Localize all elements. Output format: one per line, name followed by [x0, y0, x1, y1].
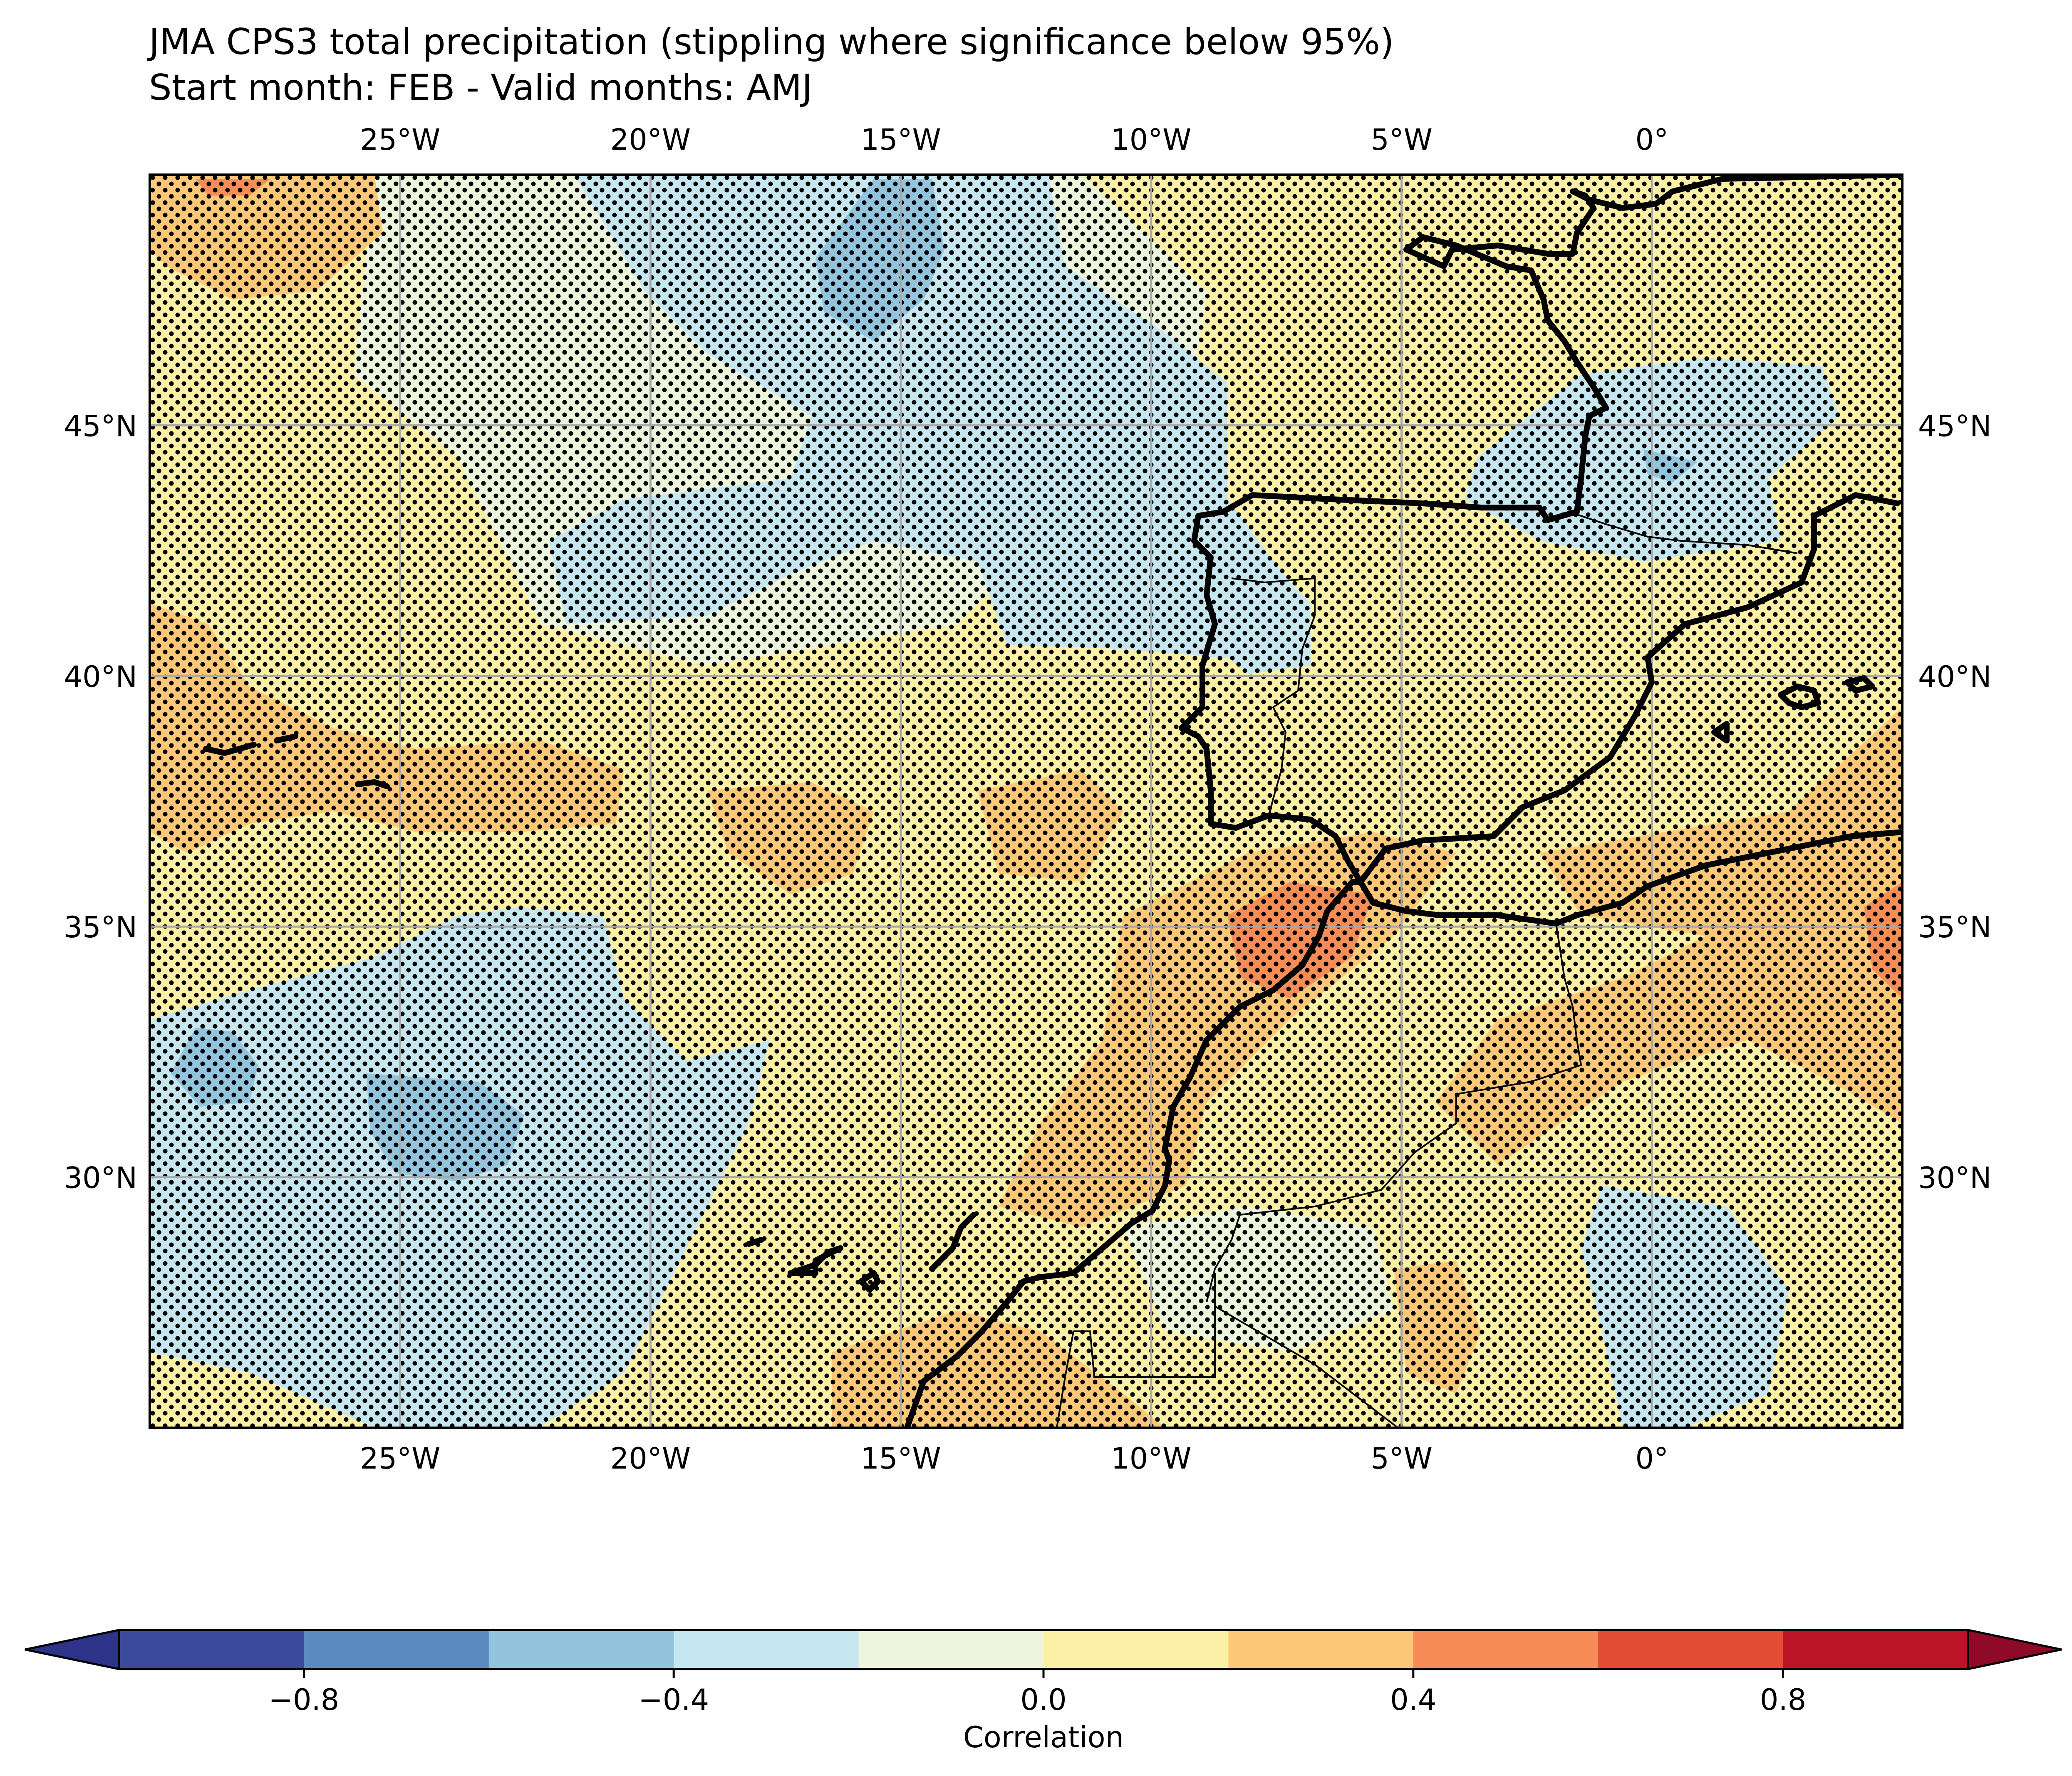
island-azores-2 — [274, 733, 298, 743]
coastline-north-africa — [904, 829, 1902, 1428]
map-frame — [149, 173, 1903, 1429]
lon-label-bottom-5w: 5°W — [1371, 1442, 1433, 1476]
significance-stippling — [150, 175, 1902, 1428]
island-canary-3 — [858, 1270, 881, 1293]
colorbar-tick-label-neg04: −0.4 — [638, 1683, 709, 1717]
colorbar-cell-0 — [119, 1630, 304, 1669]
colorbar-cell-8 — [1598, 1630, 1784, 1669]
colorbar: −0.8 −0.4 0.0 0.4 0.8 Correlation — [25, 1628, 2062, 1754]
coastline-iberia — [1179, 492, 1900, 885]
colorbar-cell-7 — [1413, 1630, 1599, 1669]
lon-label-top-15w: 15°W — [860, 123, 941, 157]
coastline-france — [1403, 175, 1902, 523]
lon-label-bottom-10w: 10°W — [1111, 1442, 1191, 1476]
lon-label-bottom-25w: 25°W — [360, 1442, 440, 1476]
graticule — [150, 175, 1902, 1428]
colorbar-tick-label-04: 0.4 — [1390, 1683, 1436, 1717]
colorbar-cell-5 — [1043, 1630, 1229, 1669]
border-algeria-mauritania — [1214, 1305, 1399, 1428]
colorbar-tick-label-0: 0.0 — [1020, 1683, 1066, 1717]
colorbar-cell-1 — [304, 1630, 489, 1669]
island-balearic-3 — [1844, 675, 1875, 694]
island-canary-1 — [746, 1237, 764, 1247]
lon-label-bottom-0: 0° — [1636, 1442, 1669, 1476]
border-western-sahara — [1056, 1273, 1216, 1428]
colorbar-cell-9 — [1783, 1630, 1968, 1669]
colorbar-tick-label-neg08: −0.8 — [268, 1683, 339, 1717]
country-borders — [1056, 511, 1798, 1428]
lon-label-bottom-20w: 20°W — [610, 1442, 691, 1476]
colorbar-cell-6 — [1228, 1630, 1414, 1669]
border-morocco-algeria — [1206, 923, 1582, 1303]
lat-label-right-30n: 30°N — [1918, 1161, 1991, 1195]
island-madeira — [355, 779, 390, 789]
title-line-2: Start month: FEB - Valid months: AMJ — [149, 67, 813, 109]
lon-label-top-0: 0° — [1636, 123, 1669, 157]
map-panel — [150, 175, 1902, 1428]
island-balearic-1 — [1778, 684, 1821, 710]
lat-label-left-40n: 40°N — [64, 660, 137, 694]
lat-label-right-45n: 45°N — [1918, 409, 1991, 443]
lon-label-top-20w: 20°W — [610, 123, 691, 157]
colorbar-cell-2 — [488, 1630, 674, 1669]
lon-label-top-5w: 5°W — [1371, 123, 1433, 157]
colorbar-label: Correlation — [963, 1720, 1124, 1754]
lat-label-left-30n: 30°N — [64, 1161, 137, 1195]
longitude-labels-top: 25°W 20°W 15°W 10°W 5°W 0° — [360, 123, 1668, 157]
lat-label-right-35n: 35°N — [1918, 910, 1991, 944]
latitude-labels-left: 45°N 40°N 35°N 30°N — [64, 409, 137, 1195]
title-line-1: JMA CPS3 total precipitation (stippling … — [147, 21, 1394, 63]
island-balearic-2 — [1711, 721, 1730, 743]
island-canary-2 — [788, 1245, 843, 1276]
lat-label-right-40n: 40°N — [1918, 660, 1991, 694]
lat-label-left-45n: 45°N — [64, 409, 137, 443]
island-canary-4 — [929, 1212, 977, 1272]
colorbar-cell-3 — [674, 1630, 859, 1669]
colorbar-ticks: −0.8 −0.4 0.0 0.4 0.8 — [268, 1669, 1806, 1717]
lon-label-top-10w: 10°W — [1111, 123, 1191, 157]
island-azores-1 — [203, 742, 257, 756]
lon-label-bottom-15w: 15°W — [860, 1442, 941, 1476]
colorbar-extend-high — [1967, 1628, 2062, 1671]
colorbar-cell-4 — [858, 1630, 1044, 1669]
border-portugal-spain — [1231, 577, 1316, 816]
lon-label-top-25w: 25°W — [360, 123, 440, 157]
colorbar-tick-label-08: 0.8 — [1760, 1683, 1806, 1717]
coastlines — [203, 175, 1902, 1428]
colorbar-cells — [119, 1630, 1968, 1669]
lat-label-left-35n: 35°N — [64, 910, 137, 944]
colorbar-extend-low — [25, 1628, 120, 1671]
border-france-spain — [1568, 511, 1798, 554]
longitude-labels-bottom: 25°W 20°W 15°W 10°W 5°W 0° — [360, 1442, 1668, 1476]
latitude-labels-right: 45°N 40°N 35°N 30°N — [1918, 409, 1991, 1195]
